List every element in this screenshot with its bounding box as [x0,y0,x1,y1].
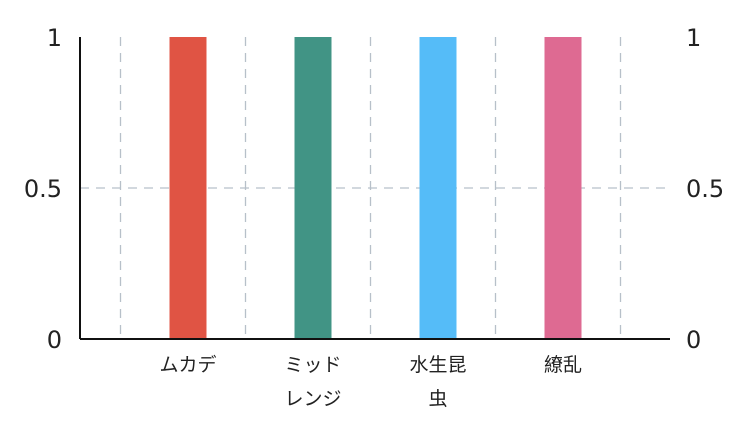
bars [169,37,582,339]
axes [79,37,670,340]
tick-labels: 0 0 0.5 0.5 1 1 [24,24,724,354]
category-label: ムカデ [159,354,216,376]
y-tick-label-right: 0.5 [686,175,724,203]
bar [169,37,207,339]
category-label: 水生昆 [409,354,466,376]
y-tick-label-left: 0 [47,326,62,354]
y-tick-label-right: 0 [686,326,701,354]
y-tick-label-left: 1 [47,24,62,52]
y-tick-label-right: 1 [686,24,701,52]
category-label: レンジ [284,388,341,410]
category-label: 虫 [428,388,447,410]
bar [419,37,457,339]
category-label: ミッド [284,354,341,376]
y-tick-label-left: 0.5 [24,175,62,203]
category-label: 繚乱 [544,354,582,376]
bar [544,37,582,339]
bar [294,37,332,339]
